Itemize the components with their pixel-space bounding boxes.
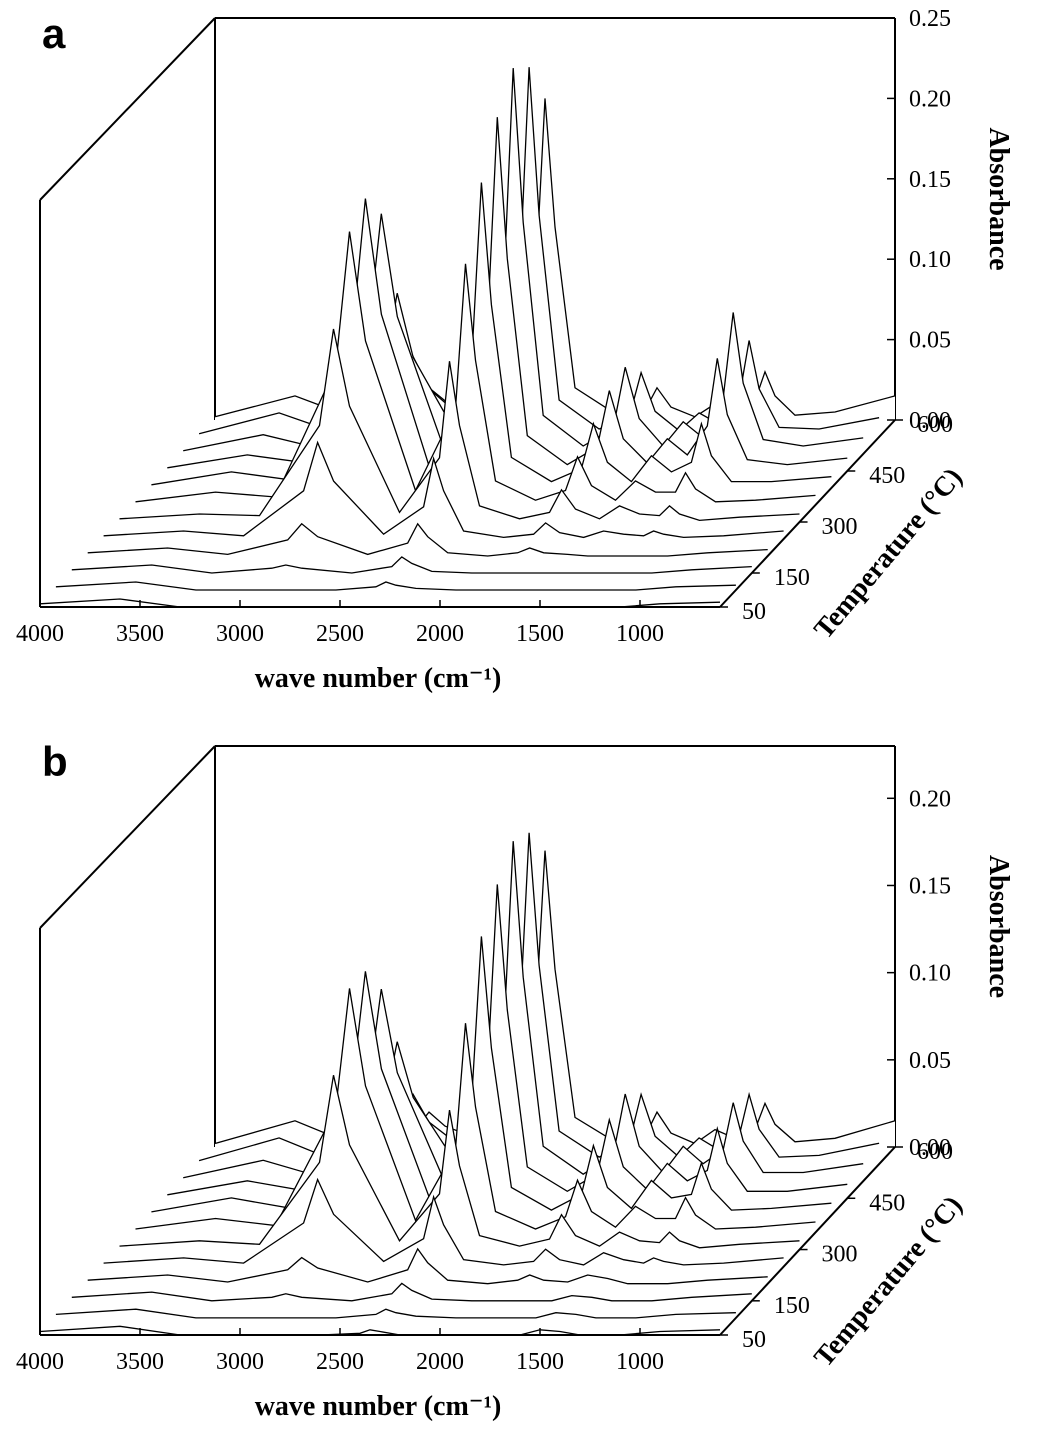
trace-mask bbox=[55, 582, 736, 607]
x-tick-label: 2000 bbox=[416, 621, 464, 647]
y-tick-label: 0.05 bbox=[909, 1048, 951, 1074]
spectrum-line bbox=[71, 1282, 752, 1302]
z-tick-label: 450 bbox=[869, 463, 905, 489]
x-axis-title: wave number (cm⁻¹) bbox=[255, 1391, 502, 1422]
spectrum-line bbox=[55, 1308, 736, 1319]
spectrum-line bbox=[71, 556, 752, 574]
y-tick-label: 0.05 bbox=[909, 328, 951, 354]
frame-line bbox=[39, 745, 216, 929]
x-tick-label: 1500 bbox=[516, 621, 564, 647]
panel-label: b bbox=[42, 738, 68, 785]
x-tick-label: 2000 bbox=[416, 1349, 464, 1375]
spectrum-line bbox=[55, 581, 736, 591]
x-tick-label: 1500 bbox=[516, 1349, 564, 1375]
x-tick-label: 1000 bbox=[616, 621, 664, 647]
spectrum-line bbox=[167, 884, 848, 1196]
z-tick-label: 600 bbox=[917, 412, 953, 438]
frame-line bbox=[719, 419, 896, 608]
x-tick-label: 4000 bbox=[16, 621, 64, 647]
z-tick-label: 50 bbox=[742, 1327, 766, 1353]
spectrum-line bbox=[151, 182, 832, 486]
z-tick-label: 300 bbox=[822, 514, 858, 540]
y-tick-label: 0.20 bbox=[909, 86, 951, 112]
x-tick-label: 1000 bbox=[616, 1349, 664, 1375]
x-tick-label: 2500 bbox=[316, 621, 364, 647]
spectrum-line bbox=[103, 440, 784, 539]
frame-line bbox=[719, 1146, 896, 1336]
panel-label: a bbox=[42, 10, 66, 57]
trace-mask bbox=[55, 1309, 736, 1335]
y-tick-label: 0.00 bbox=[909, 1135, 951, 1161]
spectrum-line bbox=[87, 522, 768, 557]
y-tick-label: 0.25 bbox=[909, 6, 951, 32]
x-tick-label: 3500 bbox=[116, 621, 164, 647]
y-axis-title: Absorbance bbox=[983, 127, 1014, 270]
x-axis-title: wave number (cm⁻¹) bbox=[255, 663, 502, 694]
x-tick-label: 4000 bbox=[16, 1349, 64, 1375]
z-tick-label: 300 bbox=[822, 1242, 858, 1268]
spectrum-line bbox=[167, 117, 848, 469]
frame-line bbox=[39, 17, 216, 201]
y-tick-label: 0.15 bbox=[909, 873, 951, 899]
spectrum-line bbox=[135, 988, 816, 1230]
z-tick-label: 150 bbox=[774, 1293, 810, 1319]
spectrum-line bbox=[151, 936, 832, 1213]
z-tick-label: 450 bbox=[869, 1190, 905, 1216]
y-tick-label: 0.10 bbox=[909, 247, 951, 273]
y-tick-label: 0.10 bbox=[909, 961, 951, 987]
spectrum-line bbox=[119, 328, 800, 522]
y-axis-title: Absorbance bbox=[983, 855, 1014, 998]
spectrum-line bbox=[87, 1247, 768, 1285]
x-tick-label: 3000 bbox=[216, 621, 264, 647]
x-tick-label: 3500 bbox=[116, 1349, 164, 1375]
z-tick-label: 50 bbox=[742, 599, 766, 625]
z-tick-label: 150 bbox=[774, 565, 810, 591]
spectrum-line bbox=[135, 231, 816, 503]
spectrum-line bbox=[103, 1177, 784, 1266]
trace-mask bbox=[40, 1326, 720, 1335]
x-tick-label: 2500 bbox=[316, 1349, 364, 1375]
y-tick-label: 0.15 bbox=[909, 167, 951, 193]
y-tick-label: 0.20 bbox=[909, 786, 951, 812]
x-tick-label: 3000 bbox=[216, 1349, 264, 1375]
spectrum-line bbox=[119, 1075, 800, 1249]
z-tick-label: 600 bbox=[917, 1139, 953, 1165]
y-tick-label: 0.00 bbox=[909, 408, 951, 434]
